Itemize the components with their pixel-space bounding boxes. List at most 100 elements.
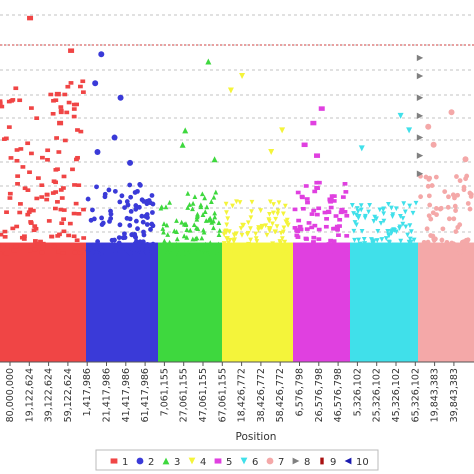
data-point <box>372 214 378 220</box>
data-point <box>193 236 198 242</box>
outlier-point <box>416 134 424 141</box>
data-point <box>271 202 276 207</box>
data-point <box>323 224 329 229</box>
data-point <box>426 176 432 182</box>
legend-label: 7 <box>278 457 284 468</box>
data-point <box>453 208 458 213</box>
chromosome-5-dense-region <box>293 242 350 362</box>
data-point <box>191 222 197 227</box>
data-point <box>45 148 51 153</box>
data-point <box>351 211 356 216</box>
data-point <box>230 203 235 209</box>
outlier-point <box>268 149 275 156</box>
data-point <box>234 199 239 205</box>
data-point <box>153 245 158 251</box>
data-point <box>58 105 64 109</box>
x-tick-label: 61,417,986 <box>140 368 151 422</box>
data-point <box>418 250 424 255</box>
legend-label: 6 <box>252 457 258 468</box>
x-tick-label: 47,061,155 <box>198 368 209 422</box>
data-point <box>314 185 320 190</box>
x-tick-label: 7,061,155 <box>159 368 170 416</box>
data-point <box>139 250 145 256</box>
data-point <box>324 217 329 221</box>
data-point <box>418 243 424 248</box>
data-point <box>150 210 155 215</box>
outlier-point <box>310 120 317 126</box>
data-point <box>221 241 227 246</box>
data-point <box>270 241 276 247</box>
outlier-point <box>279 127 286 134</box>
data-point <box>202 249 208 255</box>
data-point <box>213 189 219 195</box>
outlier-point <box>182 127 189 134</box>
data-point <box>314 180 320 185</box>
outlier-point <box>111 134 118 141</box>
data-point <box>144 222 150 227</box>
outlier-point <box>462 156 469 163</box>
data-point <box>66 233 72 238</box>
data-point <box>352 220 358 225</box>
data-point <box>80 79 86 84</box>
data-point <box>345 243 350 248</box>
data-point <box>331 249 337 254</box>
chromosome-2-points <box>85 51 158 362</box>
data-point <box>278 230 284 236</box>
data-point <box>368 237 374 242</box>
data-point <box>453 229 459 235</box>
data-point <box>17 98 23 103</box>
data-point <box>241 222 246 228</box>
data-point <box>112 248 118 254</box>
data-point <box>4 251 10 256</box>
data-point <box>354 206 360 211</box>
data-point <box>224 210 229 216</box>
data-point <box>451 216 457 222</box>
data-point <box>316 206 322 211</box>
data-point <box>403 224 409 230</box>
data-point <box>99 248 105 254</box>
data-point <box>71 211 77 216</box>
data-point <box>8 156 14 160</box>
data-point <box>424 226 430 232</box>
data-point <box>216 241 221 247</box>
legend-item-8: 8 <box>292 457 310 468</box>
data-point <box>273 229 278 235</box>
data-point <box>334 224 340 229</box>
data-point <box>258 225 264 231</box>
data-point <box>0 251 3 256</box>
data-point <box>58 207 64 212</box>
data-point <box>70 167 75 172</box>
data-point <box>201 229 207 235</box>
data-point <box>224 236 230 241</box>
data-point <box>407 223 413 229</box>
data-point <box>298 227 304 232</box>
data-point <box>297 244 303 249</box>
data-point <box>358 242 363 248</box>
data-point <box>267 212 272 217</box>
data-point <box>108 208 113 214</box>
legend-label: 9 <box>330 457 336 468</box>
data-point <box>163 204 169 210</box>
data-point <box>338 210 344 215</box>
outlier-point <box>416 170 424 177</box>
data-point <box>199 191 205 197</box>
legend-label: 1 <box>122 457 128 468</box>
data-point <box>468 192 474 197</box>
data-point <box>197 245 203 251</box>
data-point <box>237 247 243 253</box>
data-point <box>442 189 448 194</box>
data-point <box>14 148 20 152</box>
data-point <box>408 239 414 245</box>
data-point <box>173 248 179 254</box>
data-point <box>459 239 465 245</box>
legend-marker <box>344 457 352 465</box>
data-point <box>428 244 434 250</box>
legend-marker <box>240 457 248 465</box>
data-point <box>314 212 320 217</box>
data-point <box>53 206 58 211</box>
legend-marker <box>188 457 196 465</box>
data-point <box>296 218 302 223</box>
data-point <box>161 229 166 235</box>
data-point <box>245 232 250 237</box>
